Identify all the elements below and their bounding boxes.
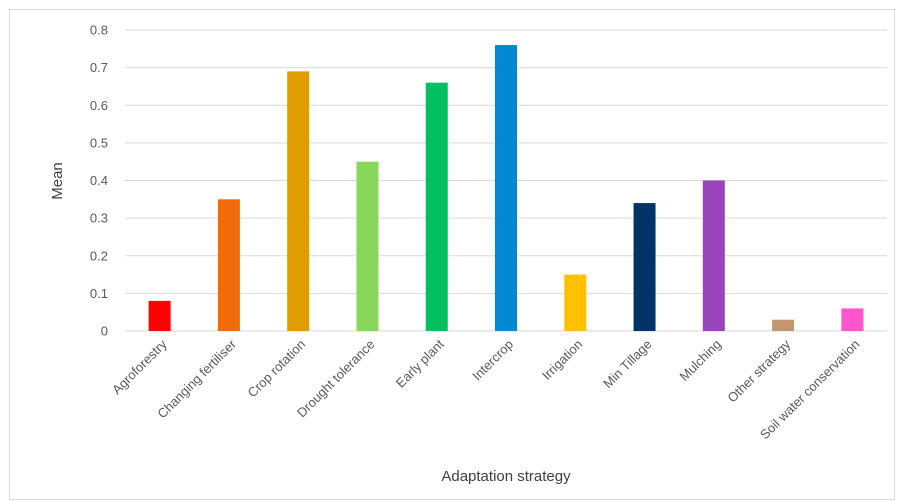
bar-agroforestry — [148, 300, 171, 331]
y-tick-label: 0.5 — [90, 135, 108, 150]
bar-drought-tolerance — [356, 161, 379, 331]
x-axis-title: Adaptation strategy — [441, 468, 571, 485]
y-tick-label: 0.4 — [90, 173, 108, 188]
y-tick-label: 0 — [101, 324, 108, 339]
y-tick-label: 0.1 — [90, 286, 108, 301]
bar-early-plant — [425, 82, 448, 331]
y-axis-ticks: 0 0.1 0.2 0.3 0.4 0.5 0.6 0.7 0.8 — [90, 23, 108, 339]
bar-crop-rotation — [287, 71, 310, 331]
y-axis-title: Mean — [49, 162, 66, 200]
bar-intercrop — [495, 45, 517, 332]
y-tick-label: 0.6 — [90, 98, 108, 113]
y-tick-label: 0.3 — [90, 211, 108, 226]
bar-irrigation — [564, 274, 587, 331]
bar-changing-fertiliser — [217, 199, 240, 331]
bar-soil-water-conservation — [841, 308, 864, 331]
y-tick-label: 0.8 — [90, 23, 108, 38]
bar-other-strategy — [772, 319, 795, 331]
bar-min-tillage — [633, 203, 656, 331]
bar-mulching — [702, 180, 725, 331]
y-tick-label: 0.2 — [90, 248, 108, 263]
y-tick-label: 0.7 — [90, 60, 108, 75]
bars — [148, 45, 864, 332]
chart-border — [9, 9, 895, 500]
